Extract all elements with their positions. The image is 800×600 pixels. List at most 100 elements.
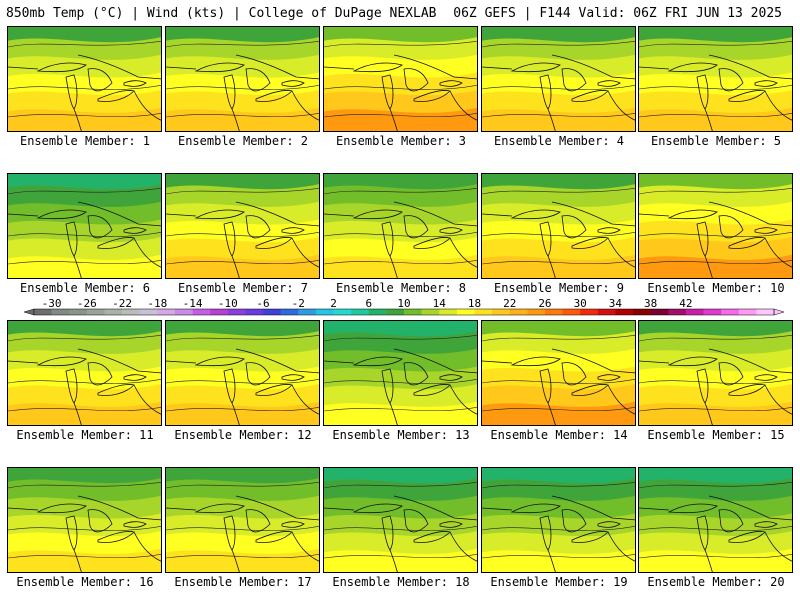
- colorbar-segment: [492, 309, 511, 315]
- colorbar-segment: [245, 309, 264, 315]
- colorbar-tick-label: 26: [538, 299, 551, 310]
- colorbar-segment: [51, 309, 70, 315]
- ensemble-member-label: Ensemble Member: 2: [177, 134, 309, 148]
- temperature-map: [8, 321, 161, 425]
- ensemble-member-map: [7, 320, 162, 426]
- colorbar-segment: [668, 309, 687, 315]
- temperature-map: [8, 27, 161, 131]
- ensemble-member-map: [323, 467, 478, 573]
- colorbar-segment: [721, 309, 740, 315]
- ensemble-member-label: Ensemble Member: 3: [335, 134, 467, 148]
- temperature-map: [166, 174, 319, 278]
- colorbar-segment: [280, 309, 299, 315]
- ensemble-member-map: [481, 26, 636, 132]
- colorbar-high-arrow: [773, 308, 785, 316]
- colorbar-segment: [509, 309, 528, 315]
- ensemble-member-label: Ensemble Member: 20: [647, 575, 785, 589]
- colorbar-tick-label: 10: [397, 299, 410, 310]
- temperature-map: [482, 321, 635, 425]
- colorbar-tick-label: 34: [609, 299, 623, 310]
- colorbar-segment: [122, 309, 141, 315]
- colorbar-tick-label: -30: [42, 299, 62, 310]
- temperature-map: [639, 468, 792, 572]
- ensemble-member-map: [7, 26, 162, 132]
- ensemble-member-map: [638, 26, 793, 132]
- ensemble-member-map: [638, 173, 793, 279]
- ensemble-member-map: [7, 467, 162, 573]
- colorbar-tick-label: -2: [292, 299, 305, 310]
- colorbar-segment: [192, 309, 211, 315]
- colorbar-segment: [174, 309, 193, 315]
- colorbar-tick-label: -6: [256, 299, 269, 310]
- colorbar-tick-label: 18: [468, 299, 481, 310]
- colorbar-segment: [315, 309, 334, 315]
- colorbar-segment: [210, 309, 229, 315]
- colorbar-segment: [333, 309, 352, 315]
- ensemble-member-label: Ensemble Member: 9: [493, 281, 625, 295]
- colorbar-tick-label: 22: [503, 299, 516, 310]
- colorbar-segment: [69, 309, 88, 315]
- ensemble-member-label: Ensemble Member: 8: [335, 281, 467, 295]
- temperature-map: [324, 174, 477, 278]
- colorbar-tick-label: -10: [218, 299, 238, 310]
- temperature-map: [482, 468, 635, 572]
- colorbar-segment: [580, 309, 599, 315]
- temperature-map: [8, 468, 161, 572]
- temperature-map: [166, 321, 319, 425]
- colorbar-segment: [368, 309, 387, 315]
- colorbar-segment: [756, 309, 775, 315]
- ensemble-member-map: [165, 467, 320, 573]
- ensemble-member-map: [323, 173, 478, 279]
- ensemble-member-label: Ensemble Member: 4: [493, 134, 625, 148]
- ensemble-member-map: [638, 320, 793, 426]
- colorbar-segment: [544, 309, 563, 315]
- temperature-map: [482, 27, 635, 131]
- colorbar-tick-label: -14: [183, 299, 203, 310]
- ensemble-member-map: [165, 320, 320, 426]
- colorbar-tick-label: 2: [330, 299, 337, 310]
- colorbar-segment: [597, 309, 616, 315]
- colorbar-segment: [227, 309, 246, 315]
- colorbar-segment: [86, 309, 105, 315]
- ensemble-member-label: Ensemble Member: 12: [174, 428, 312, 442]
- temperature-map: [482, 174, 635, 278]
- colorbar-segment: [456, 309, 475, 315]
- colorbar-segment: [386, 309, 405, 315]
- ensemble-member-label: Ensemble Member: 11: [16, 428, 154, 442]
- colorbar-segment: [298, 309, 317, 315]
- ensemble-member-map: [7, 173, 162, 279]
- temperature-map: [639, 321, 792, 425]
- temperature-colorbar: -30 -26 -22 -18 -14 -10 -6 -2 2 6 10 14 18 22 26 30 34 38…: [23, 299, 785, 316]
- ensemble-member-map: [481, 467, 636, 573]
- ensemble-member-label: Ensemble Member: 6: [19, 281, 151, 295]
- colorbar-tick-label: -18: [147, 299, 167, 310]
- ensemble-member-label: Ensemble Member: 17: [174, 575, 312, 589]
- chart-title: 850mb Temp (°C) | Wind (kts) | College o…: [6, 6, 437, 21]
- ensemble-member-label: Ensemble Member: 18: [332, 575, 470, 589]
- ensemble-member-map: [638, 467, 793, 573]
- temperature-map: [639, 27, 792, 131]
- ensemble-member-map: [323, 26, 478, 132]
- colorbar-segment: [703, 309, 722, 315]
- ensemble-member-label: Ensemble Member: 7: [177, 281, 309, 295]
- ensemble-member-map: [323, 320, 478, 426]
- colorbar-segment: [615, 309, 634, 315]
- ensemble-member-label: Ensemble Member: 13: [332, 428, 470, 442]
- ensemble-member-map: [165, 26, 320, 132]
- colorbar-segment: [474, 309, 493, 315]
- colorbar-segment: [263, 309, 281, 315]
- colorbar-segment: [34, 309, 52, 315]
- temperature-map: [324, 468, 477, 572]
- colorbar-tick-label: 30: [574, 299, 587, 310]
- temperature-map: [324, 321, 477, 425]
- temperature-map: [166, 27, 319, 131]
- colorbar-segment: [439, 309, 458, 315]
- colorbar-tick-label: 42: [679, 299, 692, 310]
- colorbar-tick-label: -26: [77, 299, 97, 310]
- colorbar-tick-label: 38: [644, 299, 657, 310]
- temperature-map: [8, 174, 161, 278]
- temperature-map: [166, 468, 319, 572]
- colorbar-tick-label: -22: [112, 299, 132, 310]
- colorbar-segment: [738, 309, 757, 315]
- ensemble-member-label: Ensemble Member: 15: [647, 428, 785, 442]
